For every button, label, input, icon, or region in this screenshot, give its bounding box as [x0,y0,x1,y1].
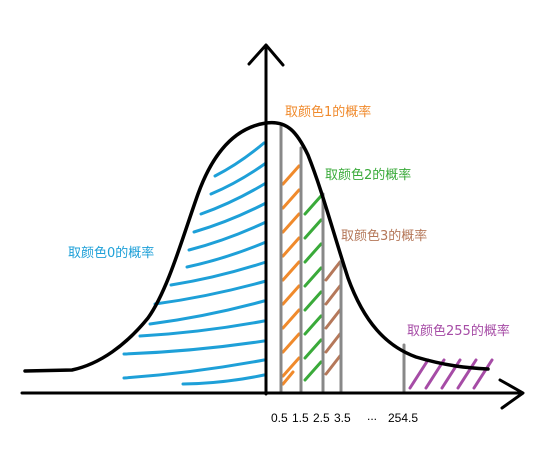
hatch-color3-region [324,260,342,376]
hatch-stroke-color0 [148,299,266,326]
hatch-color2-region [303,194,323,382]
hatch-stroke-color0 [185,240,268,269]
tick-label-3-5: 3.5 [334,411,351,425]
hatch-stroke-color1 [281,164,301,186]
hatch-stroke-color0 [169,260,268,287]
hatch-stroke-color255 [456,358,478,390]
hatch-stroke-color0 [192,201,268,234]
x-axis-arrowhead [498,378,525,410]
y-axis-arrowhead [247,43,285,67]
hatch-stroke-color1 [281,188,301,210]
hatch-stroke-color1 [281,332,301,354]
hatch-stroke-color0 [187,220,268,252]
hatch-stroke-color0 [213,141,266,178]
hatch-stroke-color1 [281,236,301,258]
hatch-stroke-color2 [303,360,323,382]
tick-label-254-5: 254.5 [388,411,418,425]
label-color3: 取颜色3的概率 [341,228,427,244]
hatch-stroke-color1 [281,370,295,386]
label-color1: 取颜色1的概率 [285,104,371,120]
hatch-stroke-color2 [303,242,323,264]
hatch-color0-region [122,141,268,386]
hatch-stroke-color3 [324,354,342,376]
hatch-stroke-color2 [303,266,323,288]
hatch-stroke-color0 [209,161,268,196]
hatch-stroke-color1 [281,260,301,282]
label-color2: 取颜色2的概率 [325,167,411,183]
hatch-stroke-color0 [199,181,268,216]
label-color0: 取颜色0的概率 [68,245,154,261]
bell-curve [23,120,490,373]
label-color255: 取颜色255的概率 [407,323,510,339]
tick-label-0-5: 0.5 [271,411,288,425]
hatch-stroke-color2 [303,338,323,360]
hatch-stroke-color1 [281,212,301,234]
hatch-stroke-color255 [472,358,494,390]
hatch-stroke-color255 [408,358,430,390]
hatch-stroke-color0 [122,358,266,380]
hatch-stroke-color3 [324,284,342,306]
hatch-stroke-color3 [324,308,342,330]
hatch-stroke-color0 [138,319,266,338]
hatch-stroke-color1 [281,284,301,306]
hatch-stroke-color2 [303,218,323,240]
hatch-stroke-color3 [324,332,342,354]
hatch-stroke-color1 [281,356,301,378]
hatch-stroke-color2 [303,290,323,312]
hatch-color1-region [281,164,301,386]
tick-label-2-5: 2.5 [313,411,330,425]
hatch-stroke-color2 [303,314,323,336]
tick-label-ellipsis: ... [367,409,377,423]
tick-label-1-5: 1.5 [292,411,309,425]
hatch-stroke-color2 [303,194,323,216]
hatch-stroke-color1 [281,308,301,330]
hatch-stroke-color3 [324,260,342,282]
hatch-stroke-color0 [153,279,268,306]
hatch-stroke-color0 [122,339,266,356]
hatch-stroke-color0 [181,373,266,386]
